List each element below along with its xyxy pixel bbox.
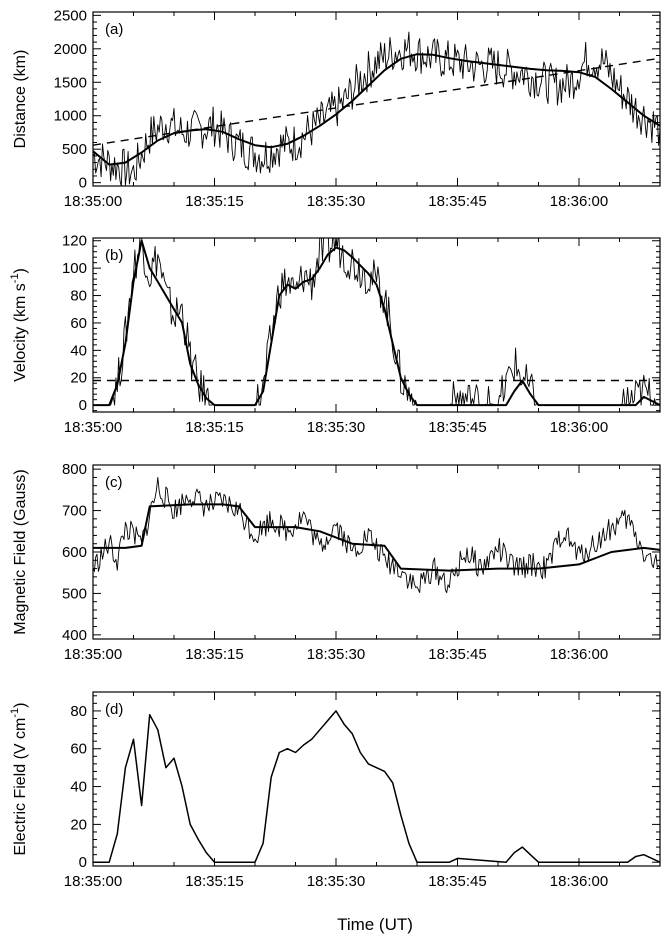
x-tick-label: 18:35:30 xyxy=(307,646,365,663)
y-tick-label: 800 xyxy=(62,461,87,478)
y-axis-label-exponent: -1 xyxy=(9,708,21,718)
x-tick-label: 18:35:00 xyxy=(64,873,122,890)
x-tick-label: 18:35:30 xyxy=(307,873,365,890)
x-tick-label: 18:35:45 xyxy=(428,873,486,890)
y-axis-label: Electric Field (V cm-1) xyxy=(9,703,29,856)
y-tick-label: 500 xyxy=(62,585,87,602)
series-group xyxy=(93,477,660,594)
x-tick-label: 18:36:00 xyxy=(550,419,608,436)
y-tick-label: 60 xyxy=(70,315,87,332)
y-tick-label: 2500 xyxy=(54,7,87,24)
panel-label: (d) xyxy=(105,701,123,718)
x-tick-label: 18:35:45 xyxy=(428,419,486,436)
series-line-measured xyxy=(93,710,660,863)
y-axis-label-text: Distance (km) xyxy=(12,50,29,149)
series-line-raw xyxy=(93,31,660,186)
x-tick-label: 18:35:00 xyxy=(64,646,122,663)
panels: 18:35:00 18:35:15 18:35:30 18:35:45 18:36:00… xyxy=(9,7,661,890)
x-tick-label: 18:35:15 xyxy=(185,193,243,210)
x-tick-label: 18:35:45 xyxy=(428,646,486,663)
x-tick-label: 18:35:15 xyxy=(185,646,243,663)
y-tick-label: 1000 xyxy=(54,108,87,125)
y-tick-label: 120 xyxy=(62,233,87,250)
y-axis-label: Magnetic Field (Gauss) xyxy=(12,469,29,634)
y-axis-label: Distance (km) xyxy=(12,50,29,149)
series-line-raw xyxy=(93,477,660,594)
series-line-smoothed xyxy=(93,239,660,407)
y-tick-label: 700 xyxy=(62,503,87,520)
x-tick-label: 18:36:00 xyxy=(550,646,608,663)
y-tick-label: 20 xyxy=(70,370,87,387)
y-tick-label: 40 xyxy=(70,779,87,796)
x-tick-label: 18:35:00 xyxy=(64,419,122,436)
y-tick-label: 600 xyxy=(62,544,87,561)
y-axis-label-exponent: -1 xyxy=(9,273,21,283)
plot-frame xyxy=(92,237,661,413)
y-tick-label: 40 xyxy=(70,342,87,359)
panel-1: 18:35:00 18:35:15 18:35:30 18:35:45 18:36:00… xyxy=(12,7,661,210)
y-axis-label: Velocity (km s-1) xyxy=(9,268,29,382)
y-tick-label: 80 xyxy=(70,288,87,305)
y-axis-label-close: ) xyxy=(12,703,29,708)
y-tick-label: 0 xyxy=(79,397,87,414)
x-tick-label: 18:35:15 xyxy=(185,873,243,890)
x-tick-label: 18:35:30 xyxy=(307,193,365,210)
panel-label: (a) xyxy=(105,21,123,38)
series-group xyxy=(93,31,660,186)
y-axis-label-close: ) xyxy=(12,268,29,273)
panel-4: 18:35:00 18:35:15 18:35:30 18:35:45 18:36:00… xyxy=(9,691,661,890)
x-tick-label: 18:35:45 xyxy=(428,193,486,210)
x-tick-label: 18:36:00 xyxy=(550,873,608,890)
y-tick-label: 60 xyxy=(70,741,87,758)
y-tick-label: 100 xyxy=(62,260,87,277)
series-line-smoothed xyxy=(93,503,660,572)
y-axis-label-text: Velocity (km s xyxy=(12,283,29,382)
y-tick-label: 20 xyxy=(70,816,87,833)
y-axis-label-text: Magnetic Field (Gauss) xyxy=(12,469,29,634)
x-tick-label: 18:35:00 xyxy=(64,193,122,210)
panel-2: 18:35:00 18:35:15 18:35:30 18:35:45 18:36:00… xyxy=(9,233,661,436)
plot-frame xyxy=(92,11,661,187)
y-tick-label: 0 xyxy=(79,854,87,871)
plot-frame xyxy=(92,691,661,867)
series-line-linear-fit xyxy=(93,57,660,146)
y-tick-label: 2000 xyxy=(54,41,87,58)
y-tick-label: 500 xyxy=(62,141,87,158)
panel-label: (b) xyxy=(105,247,123,264)
series-group xyxy=(93,238,660,407)
series-line-smoothed xyxy=(93,53,660,166)
y-tick-label: 400 xyxy=(62,627,87,644)
x-tick-label: 18:35:15 xyxy=(185,419,243,436)
x-tick-label: 18:35:30 xyxy=(307,419,365,436)
x-tick-label: 18:36:00 xyxy=(550,193,608,210)
y-axis-label-text: Electric Field (V cm xyxy=(12,718,29,856)
x-axis-label: Time (UT) xyxy=(337,915,413,934)
plot-frame xyxy=(92,464,661,640)
panel-3: 18:35:00 18:35:15 18:35:30 18:35:45 18:36:00… xyxy=(12,461,661,663)
y-tick-label: 80 xyxy=(70,703,87,720)
series-group xyxy=(93,710,660,863)
y-tick-label: 1500 xyxy=(54,74,87,91)
y-tick-label: 0 xyxy=(79,175,87,192)
panel-label: (c) xyxy=(105,474,123,491)
